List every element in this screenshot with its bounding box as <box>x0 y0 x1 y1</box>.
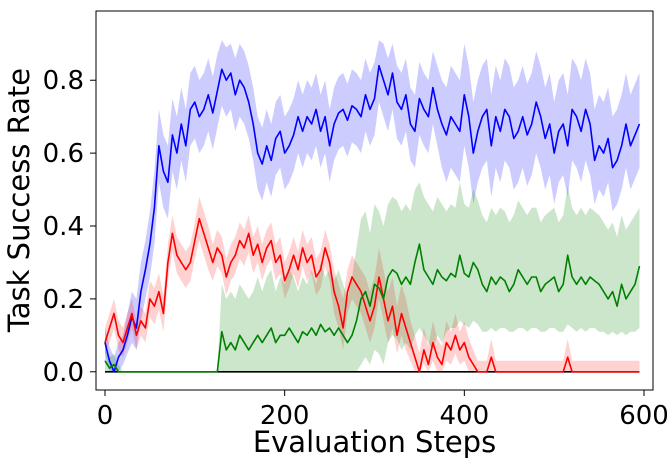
blue-band <box>105 40 640 372</box>
red-series-line <box>104 217 640 373</box>
x-tick-label: 0 <box>97 401 114 431</box>
y-tick-label: 0.8 <box>43 66 84 96</box>
y-tick-label: 0.2 <box>43 285 84 315</box>
x-tick-label: 200 <box>260 401 310 431</box>
green-band <box>105 182 640 372</box>
confidence-bands <box>105 40 640 372</box>
plot-frame <box>95 10 654 391</box>
y-axis-title: Task Success Rate <box>2 68 36 333</box>
y-tick-label: 0.4 <box>43 212 84 242</box>
x-axis-title: Evaluation Steps <box>253 425 496 459</box>
y-axis-ticks: 0.0 0.2 0.4 0.6 0.8 <box>43 66 96 388</box>
series-lines <box>104 64 641 373</box>
blue-series-line <box>104 64 641 373</box>
x-tick-label: 600 <box>619 401 667 431</box>
x-axis-ticks: 0 200 400 600 <box>97 390 667 431</box>
y-tick-label: 0.6 <box>43 139 84 169</box>
x-tick-label: 400 <box>440 401 490 431</box>
green-series-line <box>104 243 641 373</box>
y-tick-label: 0.0 <box>43 358 84 388</box>
red-band <box>105 196 640 372</box>
